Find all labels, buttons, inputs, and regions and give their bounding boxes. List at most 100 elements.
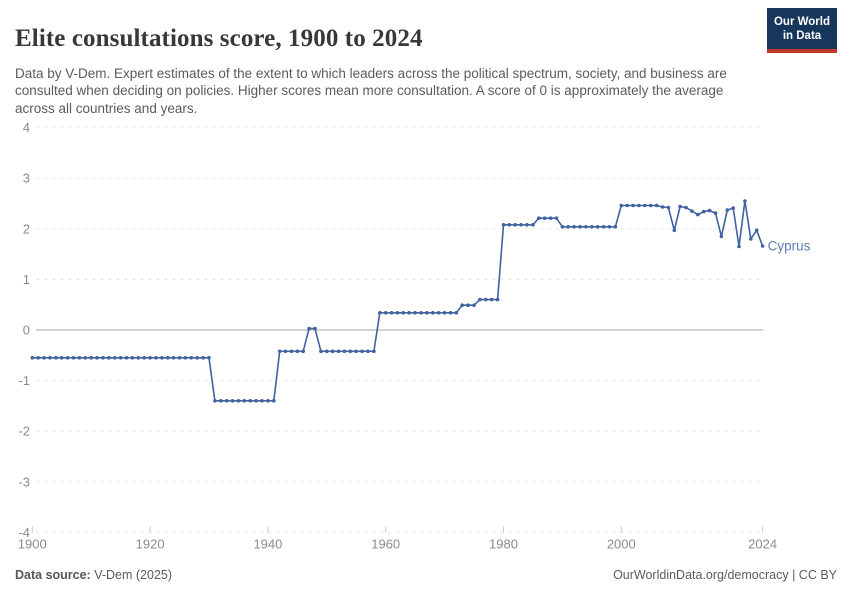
data-point[interactable] bbox=[48, 356, 52, 360]
data-point[interactable] bbox=[383, 311, 388, 315]
data-point[interactable] bbox=[519, 223, 523, 227]
data-point[interactable] bbox=[213, 399, 217, 403]
data-point[interactable] bbox=[607, 225, 612, 229]
data-point[interactable] bbox=[336, 349, 341, 354]
data-point[interactable] bbox=[77, 356, 82, 360]
data-point[interactable] bbox=[277, 349, 282, 354]
data-point[interactable] bbox=[171, 356, 176, 360]
data-point[interactable] bbox=[489, 297, 494, 302]
data-point[interactable] bbox=[672, 228, 677, 233]
data-point[interactable] bbox=[484, 297, 488, 302]
data-point[interactable] bbox=[542, 216, 547, 220]
data-point[interactable] bbox=[754, 228, 759, 233]
data-point[interactable] bbox=[566, 225, 570, 229]
data-point[interactable] bbox=[719, 234, 724, 239]
data-point[interactable] bbox=[372, 349, 376, 354]
data-point[interactable] bbox=[254, 399, 258, 403]
data-point[interactable] bbox=[507, 223, 512, 227]
data-point[interactable] bbox=[148, 356, 152, 360]
data-point[interactable] bbox=[189, 356, 194, 360]
data-point[interactable] bbox=[30, 356, 35, 360]
data-point[interactable] bbox=[242, 399, 247, 403]
data-point[interactable] bbox=[749, 237, 753, 241]
data-point[interactable] bbox=[631, 203, 635, 208]
data-point[interactable] bbox=[236, 399, 241, 403]
data-point[interactable] bbox=[525, 223, 529, 227]
data-point[interactable] bbox=[266, 399, 270, 403]
data-point[interactable] bbox=[207, 356, 211, 360]
data-point[interactable] bbox=[389, 311, 394, 315]
data-point[interactable] bbox=[36, 356, 40, 360]
data-point[interactable] bbox=[625, 203, 629, 208]
data-point[interactable] bbox=[460, 303, 465, 307]
data-point[interactable] bbox=[89, 356, 93, 360]
data-point[interactable] bbox=[696, 212, 700, 217]
data-point[interactable] bbox=[130, 356, 135, 360]
data-point[interactable] bbox=[272, 399, 276, 403]
cyprus-series-line[interactable] bbox=[32, 200, 764, 402]
data-point[interactable] bbox=[425, 311, 429, 315]
data-point[interactable] bbox=[42, 356, 46, 360]
data-point[interactable] bbox=[354, 349, 359, 354]
data-point[interactable] bbox=[195, 356, 199, 360]
data-point[interactable] bbox=[648, 203, 653, 208]
data-point[interactable] bbox=[142, 356, 146, 360]
data-point[interactable] bbox=[684, 205, 688, 210]
attribution-link[interactable]: OurWorldinData.org/democracy | CC BY bbox=[613, 568, 837, 582]
data-point[interactable] bbox=[260, 399, 264, 403]
data-point[interactable] bbox=[713, 211, 718, 215]
data-point[interactable] bbox=[183, 356, 188, 360]
data-point[interactable] bbox=[548, 216, 553, 220]
entity-label[interactable]: Cyprus bbox=[768, 239, 811, 254]
data-point[interactable] bbox=[401, 311, 406, 315]
data-point[interactable] bbox=[348, 349, 353, 354]
data-point[interactable] bbox=[660, 205, 665, 209]
data-point[interactable] bbox=[95, 356, 99, 360]
data-point[interactable] bbox=[248, 399, 252, 403]
data-point[interactable] bbox=[666, 205, 671, 210]
data-point[interactable] bbox=[590, 225, 594, 229]
data-point[interactable] bbox=[325, 349, 329, 354]
data-point[interactable] bbox=[619, 203, 624, 208]
data-point[interactable] bbox=[601, 225, 606, 229]
data-point[interactable] bbox=[124, 356, 129, 360]
data-point[interactable] bbox=[725, 208, 730, 212]
data-point[interactable] bbox=[690, 209, 694, 213]
data-point[interactable] bbox=[360, 349, 364, 354]
data-point[interactable] bbox=[224, 399, 229, 403]
data-point[interactable] bbox=[466, 303, 470, 307]
data-point[interactable] bbox=[560, 225, 565, 229]
data-point[interactable] bbox=[454, 311, 459, 315]
data-point[interactable] bbox=[330, 349, 335, 354]
data-point[interactable] bbox=[448, 311, 453, 315]
data-point[interactable] bbox=[378, 311, 382, 315]
data-point[interactable] bbox=[83, 356, 88, 360]
data-point[interactable] bbox=[136, 356, 141, 360]
data-point[interactable] bbox=[366, 349, 370, 354]
data-point[interactable] bbox=[701, 209, 706, 214]
data-point[interactable] bbox=[654, 203, 659, 208]
data-point[interactable] bbox=[113, 356, 117, 360]
data-point[interactable] bbox=[637, 203, 641, 208]
data-point[interactable] bbox=[572, 225, 576, 229]
data-point[interactable] bbox=[478, 297, 482, 302]
data-point[interactable] bbox=[743, 199, 747, 203]
data-point[interactable] bbox=[413, 311, 417, 315]
data-point[interactable] bbox=[301, 349, 306, 354]
data-point[interactable] bbox=[118, 356, 123, 360]
data-point[interactable] bbox=[101, 356, 105, 360]
data-point[interactable] bbox=[578, 225, 582, 229]
owid-logo[interactable]: Our World in Data bbox=[767, 8, 837, 53]
data-point[interactable] bbox=[537, 216, 541, 220]
data-point[interactable] bbox=[431, 311, 435, 315]
data-point[interactable] bbox=[472, 303, 476, 307]
data-point[interactable] bbox=[283, 349, 288, 354]
data-point[interactable] bbox=[71, 356, 76, 360]
data-point[interactable] bbox=[177, 356, 182, 360]
data-point[interactable] bbox=[166, 356, 170, 360]
data-point[interactable] bbox=[319, 349, 323, 354]
data-point[interactable] bbox=[154, 356, 158, 360]
data-point[interactable] bbox=[230, 399, 235, 403]
data-point[interactable] bbox=[65, 356, 70, 360]
